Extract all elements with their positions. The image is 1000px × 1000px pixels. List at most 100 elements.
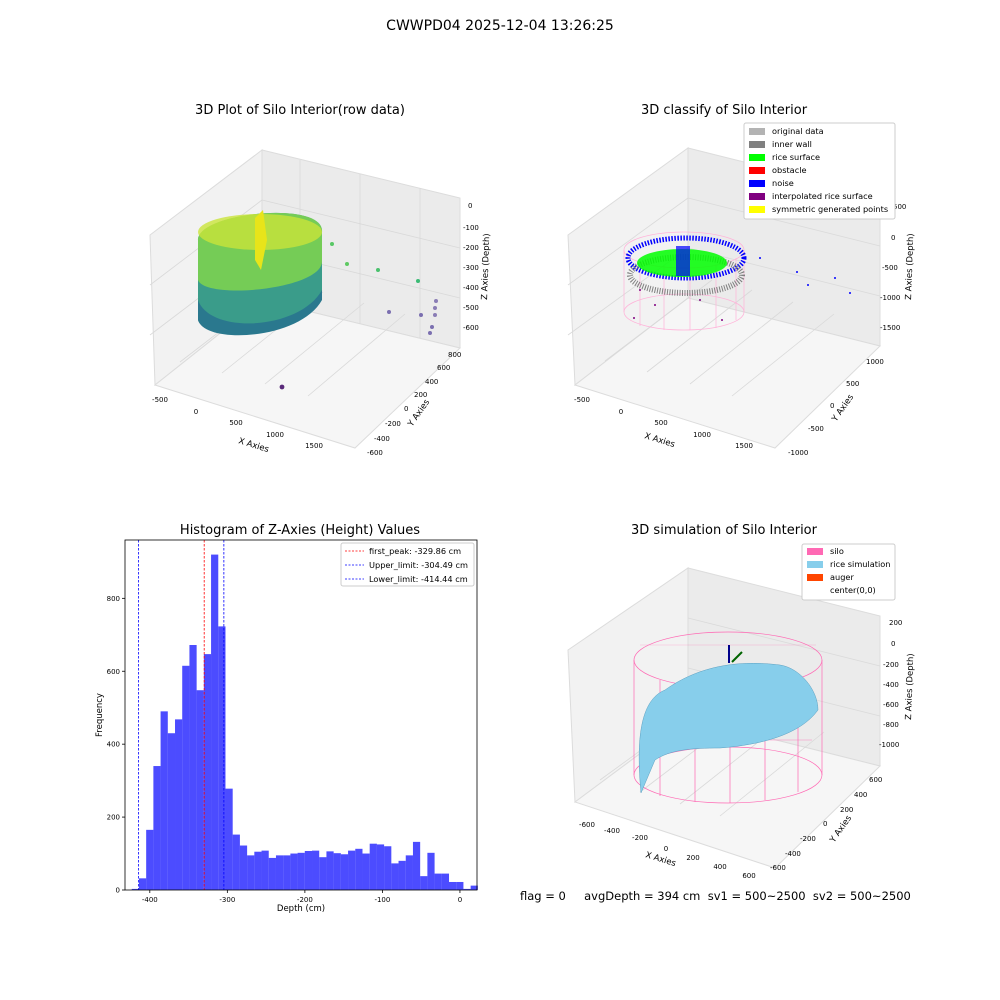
histogram-bar: [290, 853, 298, 890]
raw-ytick: 200: [414, 391, 427, 399]
histogram-ylabel: Frequency: [95, 693, 105, 737]
histogram-xtick-label: -300: [219, 896, 235, 904]
simulation-legend-label: center(0,0): [830, 585, 876, 595]
histogram-xtick-label: -200: [297, 896, 313, 904]
simulation-xtick: -600: [579, 821, 595, 829]
classify-zlabel: Z Axies (Depth): [904, 233, 916, 300]
histogram-xaxis: -400 -300 -200 -100 0: [142, 890, 462, 904]
raw-xtick: 0: [194, 408, 198, 416]
histogram-bar: [175, 719, 183, 890]
simulation-xtick: 0: [664, 845, 668, 853]
raw-ztick: -200: [463, 244, 479, 252]
classify-xtick: 0: [619, 408, 623, 416]
histogram-bar: [261, 850, 269, 890]
raw-ytick: -400: [374, 435, 390, 443]
histogram-bar: [362, 853, 370, 890]
histogram-xtick-label: -100: [374, 896, 390, 904]
simulation-xlabel: X Axies: [644, 850, 677, 869]
simulation-ytick: 200: [840, 806, 853, 814]
classify-legend-label: symmetric generated points: [772, 204, 888, 214]
histogram-xlabel: Depth (cm): [277, 904, 325, 914]
classify-legend-label: noise: [772, 178, 794, 188]
figure-title: CWWPD04 2025-12-04 13:26:25: [386, 18, 614, 34]
classify-ytick: -500: [808, 425, 824, 433]
histogram-bar: [268, 857, 276, 890]
histogram-bar: [391, 863, 399, 890]
simulation-legend-label: silo: [830, 546, 844, 556]
raw-ztick: -400: [463, 284, 479, 292]
simulation-ztick: -200: [883, 661, 899, 669]
histogram-bar: [333, 853, 341, 890]
histogram-bar: [138, 878, 147, 890]
raw-outlier-points: [279, 242, 438, 390]
histogram-bar: [319, 857, 327, 890]
histogram-xtick-label: -400: [142, 896, 158, 904]
raw-xtick: 500: [229, 419, 242, 427]
raw-ytick: 0: [404, 405, 408, 413]
classify-ztick: -500: [882, 264, 898, 272]
classify-xtick: 1000: [693, 431, 711, 439]
histogram-bar: [384, 846, 392, 890]
raw-point-cloud: [198, 210, 323, 336]
simulation-xtick: -200: [632, 834, 648, 842]
status-footer: flag = 0 avgDepth = 394 cm sv1 = 500~250…: [520, 889, 911, 903]
histogram-bar: [398, 860, 406, 890]
histogram-ytick-label: 600: [107, 668, 120, 676]
classify-ytick: 1000: [866, 358, 884, 366]
simulation-ztick: 200: [889, 619, 902, 627]
classify-ytick: 500: [846, 380, 859, 388]
classify-grid: [567, 197, 881, 397]
histogram-ytick-label: 400: [107, 741, 120, 749]
histogram-bar: [369, 843, 377, 890]
simulation-zlabel: Z Axies (Depth): [904, 653, 916, 720]
histogram-bar: [153, 766, 161, 890]
histogram-bars: [131, 554, 478, 890]
histogram-bar: [434, 873, 442, 890]
histogram-bar: [218, 626, 226, 890]
histogram-bar: [427, 852, 435, 890]
histogram-bar: [405, 855, 413, 890]
classify-xtick: 500: [654, 419, 667, 427]
raw-ytick: -600: [367, 449, 383, 457]
histogram-ytick-label: 200: [107, 814, 120, 822]
histogram-legend-label: first_peak: -329.86 cm: [369, 546, 461, 556]
classify-legend-label: inner wall: [772, 139, 812, 149]
simulation-xtick: 600: [742, 872, 755, 880]
histogram-title: Histogram of Z-Axies (Height) Values: [179, 523, 421, 538]
histogram-bar: [376, 844, 385, 890]
raw-ytick: -200: [385, 420, 401, 428]
histogram-bar: [196, 690, 204, 890]
histogram-bar: [225, 788, 233, 890]
histogram-legend-label: Lower_limit: -414.44 cm: [369, 574, 468, 584]
classify-legend-label: obstacle: [772, 165, 807, 175]
histogram-bar: [247, 855, 255, 890]
histogram-bar: [441, 873, 450, 890]
raw-ztick: -500: [463, 304, 479, 312]
histogram-bar: [449, 881, 457, 890]
raw-xtick: 1500: [305, 442, 323, 450]
histogram-reference-lines: [138, 540, 225, 890]
histogram-bar: [283, 855, 291, 890]
histogram-yaxis: 0 200 400 600 800: [107, 595, 125, 895]
raw-xtick: -500: [152, 396, 168, 404]
simulation-ytick: 600: [869, 776, 882, 784]
histogram-bar: [420, 876, 428, 890]
classify-plot-title: 3D classify of Silo Interior: [640, 103, 808, 118]
simulation-xtick: 400: [713, 863, 726, 871]
classify-legend: original data inner wall rice surface ob…: [743, 122, 896, 220]
histogram-bar: [254, 851, 262, 890]
simulation-legend-label: rice simulation: [830, 559, 890, 569]
histogram-bar: [355, 848, 363, 890]
simulation-plot-title: 3D simulation of Silo Interior: [631, 523, 817, 538]
simulation-ytick: -200: [800, 835, 816, 843]
histogram-bar: [203, 654, 212, 890]
simulation-ztick: -400: [883, 681, 899, 689]
simulation-legend: silo rice simulation auger center(0,0): [801, 543, 896, 601]
histogram-bar: [304, 850, 313, 890]
histogram-bar: [456, 881, 464, 890]
histogram-legend: first_peak: -329.86 cm Upper_limit: -304…: [340, 542, 475, 587]
classify-ytick: 0: [830, 402, 834, 410]
